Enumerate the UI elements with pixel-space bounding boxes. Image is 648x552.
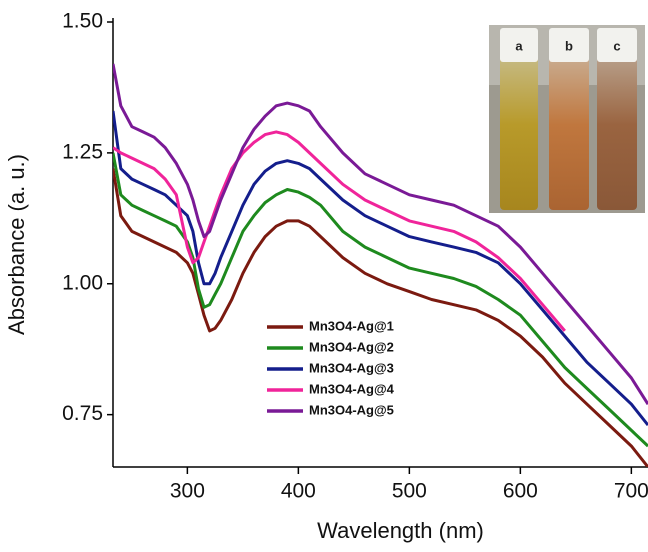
chart: a b c 0.75 1.00 1.25 1.50 300 400 500 600 700 Wavele… [0, 0, 648, 552]
x-tick-label: 600 [503, 480, 538, 503]
inset-label: c [613, 38, 620, 53]
legend: Mn3O4-Ag@1 Mn3O4-Ag@2 Mn3O4-Ag@3 Mn3O4-Ag@4… [267, 318, 395, 417]
x-axis-title: Wavelength (nm) [317, 518, 484, 543]
inset-label: a [515, 38, 523, 53]
y-tick-label: 0.75 [62, 402, 103, 425]
inset-label: b [565, 38, 573, 53]
legend-label: Mn3O4-Ag@4 [309, 381, 395, 396]
x-tick-label: 400 [281, 480, 316, 503]
y-tick-label: 1.25 [62, 140, 103, 163]
x-tick-label: 300 [170, 480, 205, 503]
y-tick-label: 1.50 [62, 10, 103, 33]
x-tick-label: 500 [392, 480, 427, 503]
legend-label: Mn3O4-Ag@5 [309, 402, 394, 417]
y-axis-title: Absorbance (a. u.) [4, 154, 29, 335]
y-tick-label: 1.00 [62, 271, 103, 294]
legend-label: Mn3O4-Ag@3 [309, 360, 394, 375]
legend-label: Mn3O4-Ag@2 [309, 339, 394, 354]
legend-label: Mn3O4-Ag@1 [309, 318, 394, 333]
x-tick-label: 700 [614, 480, 648, 503]
